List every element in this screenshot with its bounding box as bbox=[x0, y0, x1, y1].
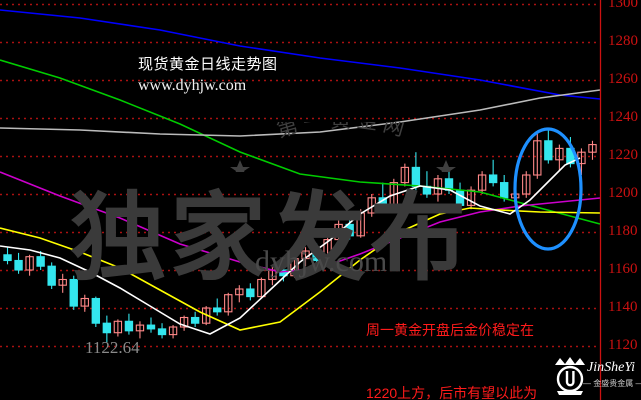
candle-body bbox=[47, 265, 56, 286]
watermark-brand-text: 第一黄金网 bbox=[274, 122, 407, 142]
svg-text:第一黄金网: 第一黄金网 bbox=[274, 122, 412, 142]
highlight-ellipse bbox=[513, 127, 583, 251]
broker-logo-name: JinSheYi bbox=[587, 360, 635, 375]
candle-body bbox=[36, 256, 45, 267]
candle-body bbox=[213, 307, 222, 313]
ma-line-ma3 bbox=[0, 157, 581, 335]
candle-body bbox=[146, 324, 156, 330]
grid-lines bbox=[0, 3, 600, 348]
ma-line-ma60 bbox=[0, 9, 601, 100]
candle-body bbox=[323, 239, 332, 262]
candle-body bbox=[588, 144, 597, 153]
axis-tick-label: 1220 bbox=[608, 147, 638, 163]
watermark-big-text: 独家发布 bbox=[70, 182, 470, 294]
axis-tick-label: 1180 bbox=[608, 223, 638, 239]
candle-body bbox=[477, 174, 487, 191]
candle-body bbox=[69, 278, 78, 307]
watermark-brand-arc: 第一黄金网 bbox=[230, 122, 456, 172]
axis-tick-label: 1240 bbox=[608, 109, 638, 125]
axis-tick-label: 1300 bbox=[608, 0, 638, 11]
axis-tick-label: 1200 bbox=[608, 185, 638, 201]
candle-body bbox=[499, 182, 509, 199]
axis-tick-label: 1160 bbox=[608, 261, 638, 277]
broker-logo-subtitle: — 金盛贵金属 — bbox=[583, 379, 641, 388]
candle-body bbox=[14, 259, 23, 271]
candle-body bbox=[555, 147, 564, 161]
candle-body bbox=[400, 166, 410, 184]
candle-body bbox=[533, 140, 542, 176]
candle-body bbox=[113, 320, 123, 334]
candle-body bbox=[466, 189, 476, 206]
ellipse-highlight-marker bbox=[513, 127, 583, 251]
candle-body bbox=[3, 254, 12, 262]
axis-tick-label: 1280 bbox=[608, 33, 638, 49]
candle-body bbox=[433, 178, 443, 195]
candle-body bbox=[488, 174, 498, 184]
ma-line-ma5 bbox=[0, 207, 601, 331]
candle-body bbox=[290, 258, 299, 277]
candle-body bbox=[345, 223, 354, 237]
watermark-url: dyhjw.com bbox=[255, 245, 388, 278]
candle-body bbox=[168, 326, 178, 336]
ma-line-ma10 bbox=[0, 171, 601, 273]
ma-line-ma20 bbox=[0, 89, 601, 137]
candle-body bbox=[179, 316, 189, 328]
candle-body bbox=[25, 256, 34, 271]
candle-body bbox=[102, 322, 112, 334]
axis-tick-label: 1140 bbox=[608, 299, 638, 315]
moving-average-lines bbox=[0, 9, 601, 335]
candle-body bbox=[279, 269, 288, 277]
candle-body bbox=[80, 297, 89, 307]
candle-body bbox=[312, 250, 321, 262]
candle-body bbox=[522, 174, 531, 195]
candle-body bbox=[246, 288, 255, 298]
ma-line-ma30 bbox=[0, 59, 601, 225]
candle-body bbox=[224, 294, 233, 313]
candle-body bbox=[257, 278, 266, 298]
candle-body bbox=[124, 320, 134, 332]
broker-logo-icon bbox=[555, 357, 585, 395]
candle-body bbox=[378, 197, 387, 210]
candle-body bbox=[135, 324, 145, 332]
candle-body bbox=[58, 278, 67, 286]
candle-body bbox=[544, 140, 553, 161]
axis-tick-label: 1260 bbox=[608, 71, 638, 87]
candle-body bbox=[91, 297, 101, 324]
candle-body bbox=[190, 316, 200, 324]
axis-tick-label: 1120 bbox=[608, 337, 638, 353]
candle-body bbox=[334, 223, 343, 241]
candlestick-series bbox=[3, 129, 597, 343]
candle-body bbox=[157, 328, 167, 336]
candle-body bbox=[235, 288, 244, 296]
